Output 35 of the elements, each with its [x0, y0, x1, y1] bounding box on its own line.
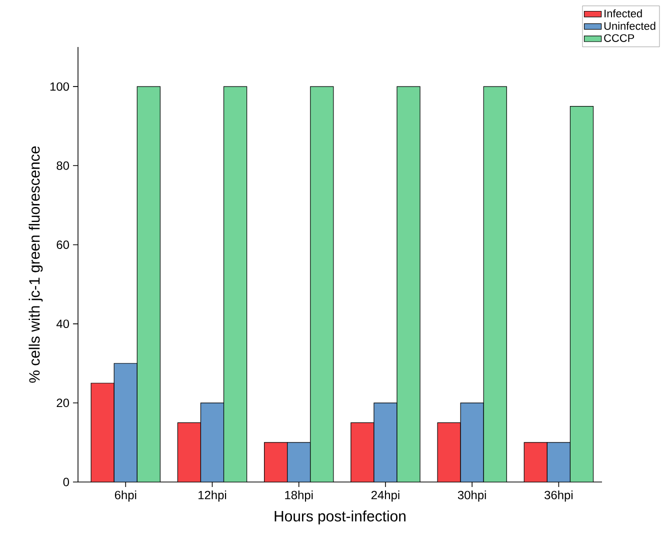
bar [136, 86, 160, 482]
y-tick-label: 100 [50, 82, 70, 91]
bar [437, 422, 461, 482]
x-tick-label: 18hpi [285, 490, 313, 502]
bar [570, 106, 594, 482]
y-axis-title: % cells with jc-1 green fluorescence [28, 146, 43, 383]
bar [396, 86, 420, 482]
bar [90, 382, 114, 482]
bar [114, 363, 138, 482]
x-axis-title: Hours post-infection [274, 510, 406, 524]
legend-label: Uninfected [604, 22, 656, 30]
x-tick-label: 6hpi [114, 490, 136, 502]
bar [460, 402, 484, 482]
y-tick-label: 40 [56, 320, 70, 328]
bar [223, 86, 248, 482]
x-tick-label: 36hpi [544, 490, 573, 502]
bar [374, 402, 398, 482]
bar [200, 402, 224, 482]
bar [264, 442, 288, 482]
bar [287, 442, 311, 482]
y-tick-label: 80 [56, 161, 70, 170]
x-tick-label: 30hpi [458, 490, 486, 502]
y-tick-label: 60 [56, 240, 70, 249]
y-tick-label: 0 [63, 478, 70, 486]
bar [483, 86, 507, 482]
bar [546, 442, 571, 482]
bar [310, 86, 334, 482]
bar [350, 422, 374, 482]
x-tick-label: 12hpi [198, 490, 226, 502]
x-tick-label: 24hpi [371, 490, 400, 502]
bar [177, 422, 202, 482]
bar [524, 442, 548, 482]
legend-label: Infected [604, 9, 642, 18]
y-tick-label: 20 [56, 398, 70, 408]
legend-label: CCCP [604, 34, 634, 42]
